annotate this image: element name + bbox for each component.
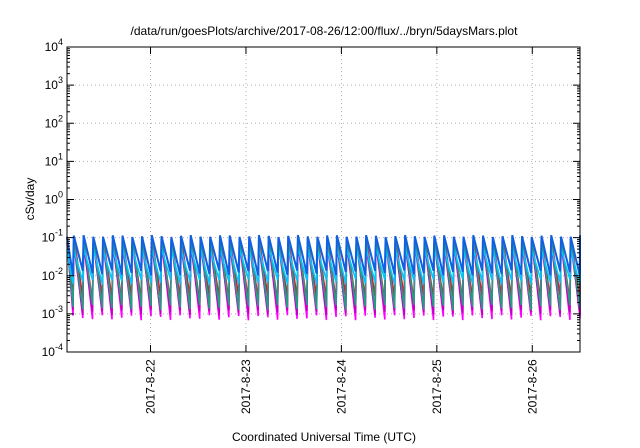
y-tick-label: 10-1 [42,228,63,245]
x-tick-label: 2017-8-23 [239,359,253,414]
series-group [66,234,581,321]
y-tick-label: 102 [45,113,63,130]
tick-marks [67,46,580,353]
series-line-5 [66,234,581,276]
y-tick-label: 100 [45,190,63,207]
y-tick-label: 10-2 [42,266,63,283]
y-tick-labels: 10-4 10-3 10-2 10-1 100 101 102 103 104 [42,37,63,359]
x-tick-label: 2017-8-26 [525,359,539,414]
grid [67,47,580,352]
y-tick-label: 10-3 [42,304,63,321]
y-tick-label: 10-4 [42,342,63,359]
x-tick-label: 2017-8-22 [144,359,158,414]
y-tick-label: 101 [45,151,63,168]
y-tick-label: 103 [45,75,63,92]
y-tick-label: 104 [45,37,63,54]
x-tick-label: 2017-8-25 [430,359,444,414]
x-tick-labels: 2017-8-22 2017-8-23 2017-8-24 2017-8-25 2017… [144,359,540,414]
x-tick-label: 2017-8-24 [334,359,348,414]
x-axis-label: Coordinated Universal Time (UTC) [232,430,416,444]
chart-title: /data/run/goesPlots/archive/2017-08-26/1… [131,24,519,38]
y-axis-label: cSv/day [23,178,37,221]
